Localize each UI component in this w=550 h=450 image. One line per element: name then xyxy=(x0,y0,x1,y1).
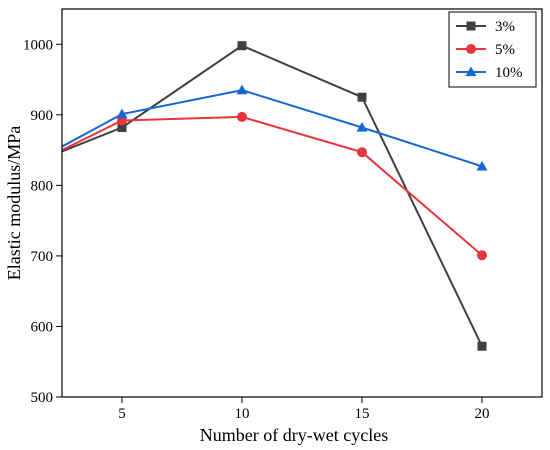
y-tick-label: 1000 xyxy=(23,37,53,53)
plot-frame xyxy=(61,8,543,398)
ticks-layer: 500 600 700 800 900 1000 5 10 15 20 xyxy=(23,37,490,422)
data-point-1 xyxy=(357,147,367,158)
data-point-1 xyxy=(237,111,247,122)
legend-marker-2 xyxy=(465,66,477,77)
data-point-2 xyxy=(356,122,368,132)
data-point-2 xyxy=(116,108,128,119)
legend: 3% 5% 10% xyxy=(448,11,537,88)
x-axis-title: Number of dry-wet cycles xyxy=(200,425,388,445)
x-tick-label: 15 xyxy=(355,406,370,422)
series-line-1 xyxy=(62,115,483,256)
data-point-0 xyxy=(357,92,367,102)
y-tick-label: 900 xyxy=(31,108,54,124)
legend-label-2: 10% xyxy=(495,65,523,81)
data-point-1 xyxy=(477,250,487,261)
y-tick-label: 800 xyxy=(31,178,54,194)
y-tick-label: 600 xyxy=(31,319,54,335)
legend-marker-0 xyxy=(466,21,476,31)
y-axis-title: Elastic modulus/MPa xyxy=(4,126,24,281)
series-layer xyxy=(62,41,488,351)
legend-marker-1 xyxy=(466,44,476,54)
legend-label-0: 3% xyxy=(495,19,515,35)
x-tick-label: 10 xyxy=(235,406,250,422)
y-tick-label: 700 xyxy=(31,249,54,265)
y-tick-label: 500 xyxy=(31,390,54,406)
data-point-2 xyxy=(236,84,248,95)
data-point-0 xyxy=(237,41,247,51)
legend-label-1: 5% xyxy=(495,42,515,58)
series-line-0 xyxy=(62,44,483,347)
x-tick-label: 20 xyxy=(475,406,490,422)
x-tick-label: 5 xyxy=(118,406,126,422)
data-point-0 xyxy=(477,341,487,351)
data-point-0 xyxy=(117,123,127,133)
data-point-2 xyxy=(476,160,488,171)
